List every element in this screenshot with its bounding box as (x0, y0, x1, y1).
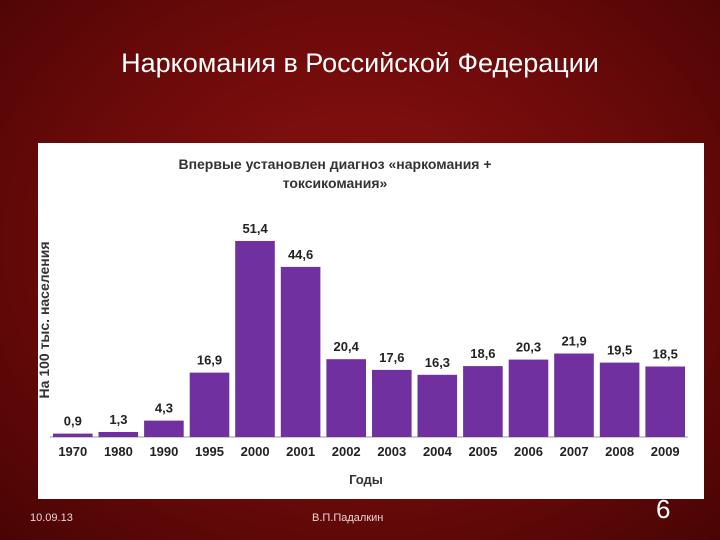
tick-label-2003: 2003 (377, 444, 406, 459)
tick-label-1970: 1970 (58, 444, 87, 459)
tick-label-2006: 2006 (514, 444, 543, 459)
footer-author: В.П.Падалкин (312, 512, 384, 524)
tick-label-2007: 2007 (560, 444, 589, 459)
chart-panel: Впервые установлен диагноз «наркомания +… (38, 143, 704, 499)
bar-1970 (53, 433, 93, 437)
value-label-2005: 18,6 (470, 346, 495, 361)
bar-1995 (189, 372, 230, 437)
tick-label-2002: 2002 (332, 444, 361, 459)
value-label-1970: 0,9 (64, 414, 82, 429)
tick-label-1990: 1990 (149, 444, 178, 459)
slide-number: 6 (656, 494, 671, 524)
bar-2004 (417, 374, 458, 437)
bar-2002 (326, 359, 366, 437)
bar-chart: Впервые установлен диагноз «наркомания +… (38, 156, 688, 487)
value-label-2008: 19,5 (607, 343, 632, 358)
tick-label-1980: 1980 (104, 444, 133, 459)
value-label-1990: 4,3 (155, 401, 173, 416)
bar-2003 (372, 369, 412, 437)
bars-group: 0,9 1970 1,3 1980 4,3 1990 16,9 1995 51,4 2000 44,… (53, 221, 685, 459)
tick-label-1995: 1995 (195, 444, 224, 459)
value-label-2000: 51,4 (242, 221, 268, 236)
tick-label-2000: 2000 (241, 444, 270, 459)
tick-label-2005: 2005 (468, 444, 497, 459)
value-label-2002: 20,4 (334, 339, 360, 354)
x-axis-label: Годы (349, 472, 383, 487)
footer-date: 10.09.13 (30, 512, 73, 524)
tick-label-2004: 2004 (423, 444, 453, 459)
value-label-2004: 16,3 (425, 355, 450, 370)
chart-title-line-1: Впервые установлен диагноз «наркомания + (178, 156, 491, 172)
bar-2008 (599, 362, 640, 437)
value-label-2003: 17,6 (379, 350, 404, 365)
y-axis-label: На 100 тыс. населения (38, 242, 52, 399)
value-label-1980: 1,3 (109, 412, 127, 427)
bar-2006 (508, 359, 549, 437)
tick-label-2009: 2009 (651, 444, 680, 459)
bar-2000 (235, 241, 275, 437)
tick-label-2008: 2008 (605, 444, 634, 459)
bar-2007 (554, 353, 594, 437)
chart-title-line-2: токсикомания» (283, 175, 388, 191)
bar-1980 (98, 432, 139, 437)
bar-2005 (463, 366, 503, 437)
value-label-2001: 44,6 (288, 247, 313, 262)
bar-1990 (144, 420, 184, 437)
tick-label-2001: 2001 (286, 444, 315, 459)
bar-2009 (645, 366, 685, 437)
bar-2001 (280, 266, 321, 437)
value-label-1995: 16,9 (197, 353, 222, 368)
value-label-2009: 18,5 (653, 347, 678, 362)
value-label-2007: 21,9 (561, 334, 586, 349)
slide-title: Наркомания в Российской Федерации (121, 48, 599, 78)
value-label-2006: 20,3 (516, 340, 541, 355)
